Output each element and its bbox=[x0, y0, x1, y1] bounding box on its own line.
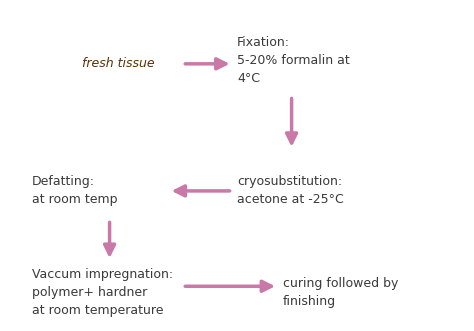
Text: Defatting:
at room temp: Defatting: at room temp bbox=[32, 175, 118, 207]
Text: fresh tissue: fresh tissue bbox=[82, 57, 155, 70]
Text: cryosubstitution:
acetone at -25°C: cryosubstitution: acetone at -25°C bbox=[237, 175, 344, 207]
Text: Fixation:
5-20% formalin at
4°C: Fixation: 5-20% formalin at 4°C bbox=[237, 36, 350, 85]
Text: Vaccum impregnation:
polymer+ hardner
at room temperature: Vaccum impregnation: polymer+ hardner at… bbox=[32, 268, 173, 317]
Text: curing followed by
finishing: curing followed by finishing bbox=[283, 277, 398, 308]
